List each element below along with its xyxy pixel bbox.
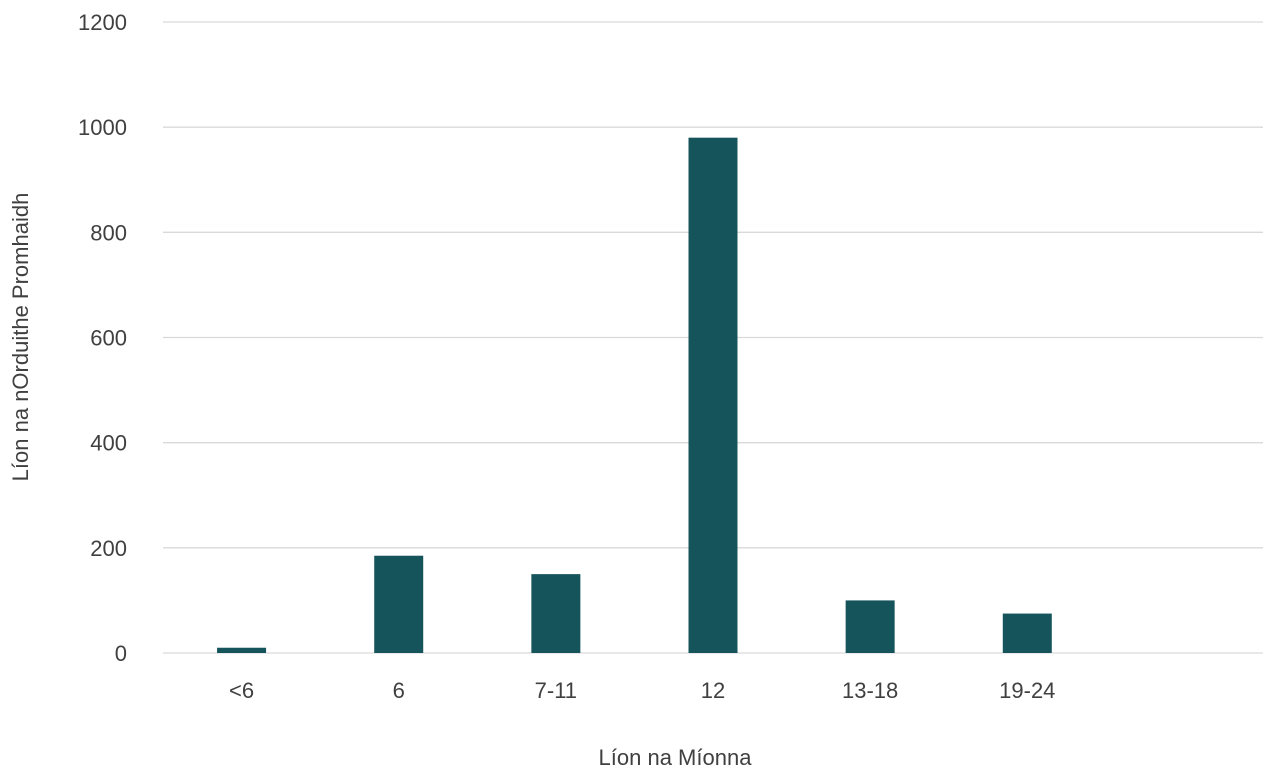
y-axis-title: Líon na nOrduithe Promhaidh — [8, 193, 33, 482]
x-tick-label: <6 — [229, 678, 254, 703]
y-tick-label: 600 — [90, 326, 127, 351]
bar — [217, 647, 267, 653]
x-axis-title: Líon na Míonna — [599, 745, 753, 770]
bar — [1002, 613, 1052, 653]
y-tick-label: 200 — [90, 536, 127, 561]
x-tick-label: 7-11 — [535, 678, 577, 703]
y-tick-label: 1000 — [78, 115, 127, 140]
y-axis-ticks: 0 200 400 600 800 1000 1200 — [78, 10, 127, 666]
y-tick-label: 0 — [115, 641, 127, 666]
bar — [845, 600, 895, 653]
bars — [217, 137, 1052, 653]
x-tick-label: 12 — [701, 678, 725, 703]
x-axis-ticks: <6 6 7-11 12 13-18 19-24 — [229, 678, 1055, 703]
y-tick-label: 800 — [90, 220, 127, 245]
bar — [374, 555, 424, 653]
bar — [688, 137, 738, 653]
y-tick-label: 400 — [90, 431, 127, 456]
x-tick-label: 13-18 — [842, 678, 898, 703]
x-tick-label: 19-24 — [999, 678, 1055, 703]
x-tick-label: 6 — [393, 678, 405, 703]
bar — [531, 574, 581, 653]
y-tick-label: 1200 — [78, 10, 127, 35]
